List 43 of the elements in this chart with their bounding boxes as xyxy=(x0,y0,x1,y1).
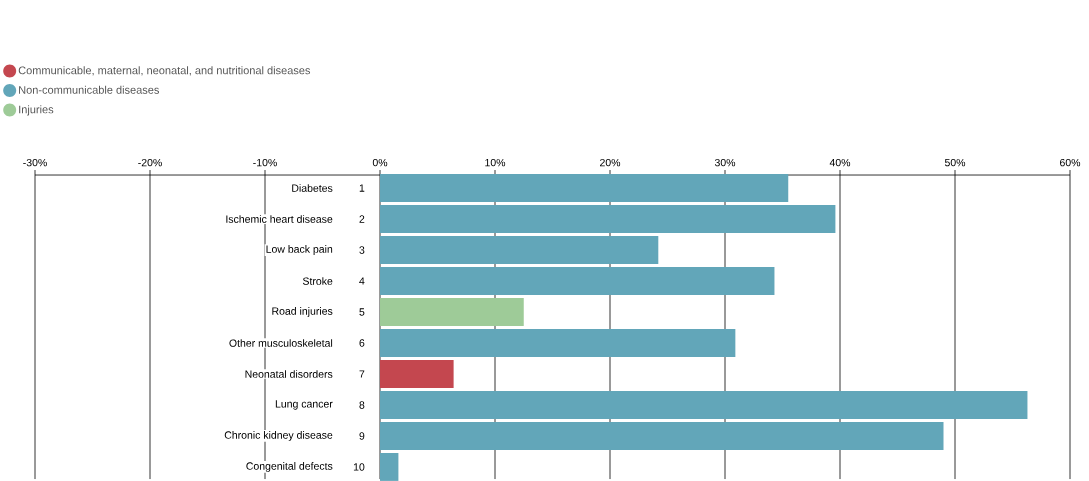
x-tick-label: 30% xyxy=(714,158,736,167)
legend-label: Injuries xyxy=(19,105,54,116)
bar xyxy=(380,360,454,388)
y-tick-label: Chronic kidney disease xyxy=(224,431,333,441)
y-tick-label: Lung cancer xyxy=(275,400,333,410)
y-tick-label: Congenital defects xyxy=(246,462,333,472)
bar xyxy=(380,329,736,357)
legend-label: Communicable, maternal, neonatal, and nutritional diseases xyxy=(18,66,311,76)
y-tick-label: Low back pain xyxy=(266,245,333,255)
x-tick-label: 60% xyxy=(1060,158,1081,167)
bar xyxy=(380,391,1028,419)
annotation: 7 xyxy=(359,370,365,378)
legend-label: Non-communicable diseases xyxy=(19,85,160,94)
annotation: 4 xyxy=(359,277,365,285)
annotation: 3 xyxy=(359,246,365,254)
x-tick-label: 50% xyxy=(944,158,966,167)
x-tick-label: 10% xyxy=(485,158,506,167)
annotation: 9 xyxy=(359,432,365,440)
y-tick-label: Road injuries xyxy=(272,307,333,317)
x-tick-label: -10% xyxy=(253,158,277,167)
bar xyxy=(380,236,659,265)
y-tick-label: Ischemic heart disease xyxy=(226,215,333,223)
bar xyxy=(380,453,399,481)
bar xyxy=(380,298,524,326)
bar xyxy=(380,267,775,295)
annotation: 6 xyxy=(359,339,365,347)
annotation: 8 xyxy=(359,401,365,409)
x-tick-label: 40% xyxy=(829,158,851,167)
y-tick-label: Diabetes xyxy=(292,184,333,192)
bar xyxy=(380,205,836,234)
y-tick-label: Neonatal disorders xyxy=(245,370,333,378)
annotation: 5 xyxy=(359,308,365,316)
x-tick-label: -30% xyxy=(23,158,47,167)
y-tick-label: Stroke xyxy=(302,277,333,285)
bar xyxy=(380,174,789,203)
annotation: 2 xyxy=(359,215,365,223)
bar xyxy=(380,422,944,450)
x-tick-label: 0% xyxy=(372,158,388,167)
annotation: 1 xyxy=(359,184,365,192)
x-tick-label: -20% xyxy=(138,158,162,167)
y-tick-label: Other musculoskeletal xyxy=(229,339,333,347)
x-tick-label: 20% xyxy=(600,158,621,167)
annotation: 10 xyxy=(353,463,365,471)
